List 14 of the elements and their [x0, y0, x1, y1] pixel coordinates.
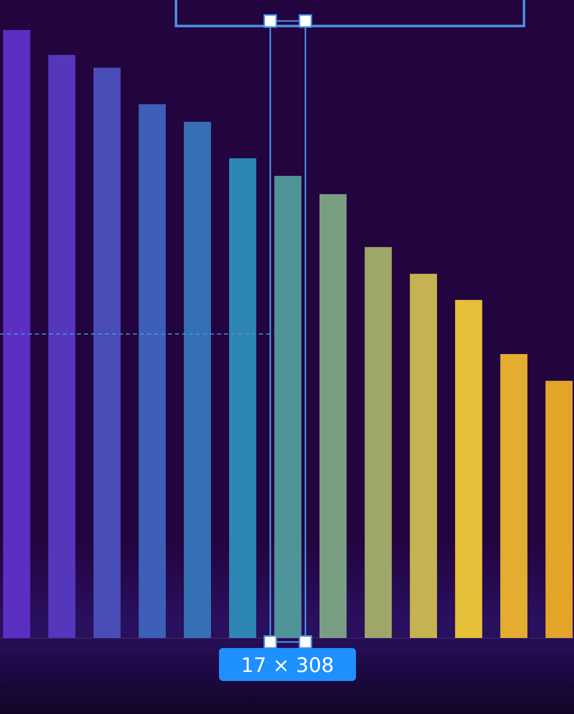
bar: [138, 104, 166, 638]
bar: [410, 274, 438, 638]
bar: [184, 122, 212, 638]
bar: [48, 54, 76, 638]
bar: [229, 158, 256, 638]
bar: [93, 68, 121, 638]
bar: [546, 380, 573, 638]
bar: [364, 247, 392, 638]
bar: [274, 176, 302, 638]
text: 17 × 308: [240, 653, 334, 677]
bar: [455, 300, 482, 638]
bar: [3, 30, 30, 638]
bar: [319, 194, 347, 638]
bar: [500, 354, 528, 638]
